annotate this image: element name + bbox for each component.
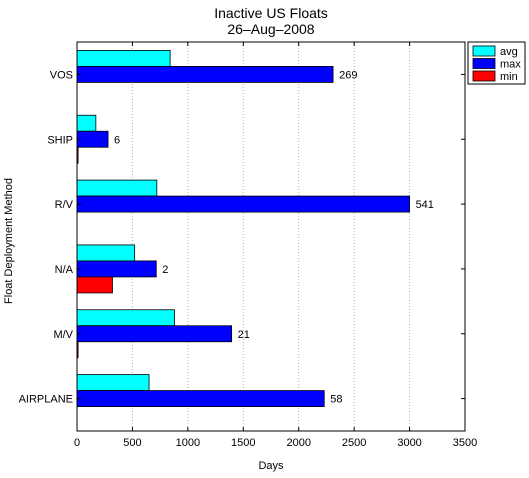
bar-max-r-v: [76, 195, 410, 213]
x-tick-label: 2000: [286, 437, 310, 449]
bar-avg-m-v: [76, 309, 175, 327]
plot-area: [76, 41, 466, 432]
x-tick-label: 1500: [231, 437, 255, 449]
legend-label-min: min: [500, 71, 518, 83]
x-tick-label: 500: [123, 437, 141, 449]
bar-max-airplane: [76, 390, 325, 407]
bar-count-label: 269: [339, 69, 357, 81]
bar-avg-airplane: [76, 374, 150, 391]
plot-frame-border: [76, 41, 466, 432]
x-tick-label: 3000: [397, 437, 421, 449]
legend-swatch-avg: [472, 45, 496, 57]
bar-count-label: 541: [416, 199, 434, 211]
legend-swatch-max: [472, 58, 496, 69]
y-axis-label: Float Deployment Method: [3, 178, 15, 304]
bar-max-n-a: [76, 260, 157, 278]
y-tick-label: N/A: [55, 264, 74, 276]
bar-max-m-v: [76, 325, 233, 343]
bar-count-label: 21: [238, 329, 250, 341]
bar-count-label: 58: [330, 394, 342, 406]
bar-avg-ship: [76, 114, 97, 132]
bar-count-label: 2: [162, 264, 168, 276]
y-axis: VOS SHIP R/V N/A M/V AIRPLANE: [19, 69, 465, 406]
bars: [76, 50, 410, 407]
grid-lines: [131, 42, 411, 431]
x-axis-label: Days: [258, 460, 284, 472]
x-tick-label: 3500: [453, 437, 477, 449]
legend-label-max: max: [500, 59, 521, 71]
y-tick-label: M/V: [53, 329, 73, 341]
bar-max-ship: [76, 130, 109, 148]
chart-subtitle: 26–Aug–2008: [227, 21, 314, 37]
bar-count-label: 6: [114, 134, 120, 146]
y-tick-label: SHIP: [47, 134, 73, 146]
legend-label-avg: avg: [500, 46, 518, 58]
bar-count-labels: 269 6 541 2 21 58: [114, 69, 434, 405]
y-tick-label: AIRPLANE: [19, 394, 73, 406]
x-tick-label: 0: [74, 437, 80, 449]
legend-swatch-min: [472, 70, 496, 82]
bar-min-n-a: [76, 276, 113, 294]
bar-max-vos: [76, 66, 334, 83]
y-tick-label: R/V: [55, 199, 74, 211]
x-tick-label: 1000: [176, 437, 200, 449]
bar-avg-vos: [76, 50, 171, 67]
bar-avg-r-v: [76, 179, 158, 197]
x-tick-label: 2500: [342, 437, 366, 449]
chart-title: Inactive US Floats: [214, 5, 328, 21]
y-tick-label: VOS: [50, 69, 73, 81]
bar-avg-n-a: [76, 244, 136, 262]
